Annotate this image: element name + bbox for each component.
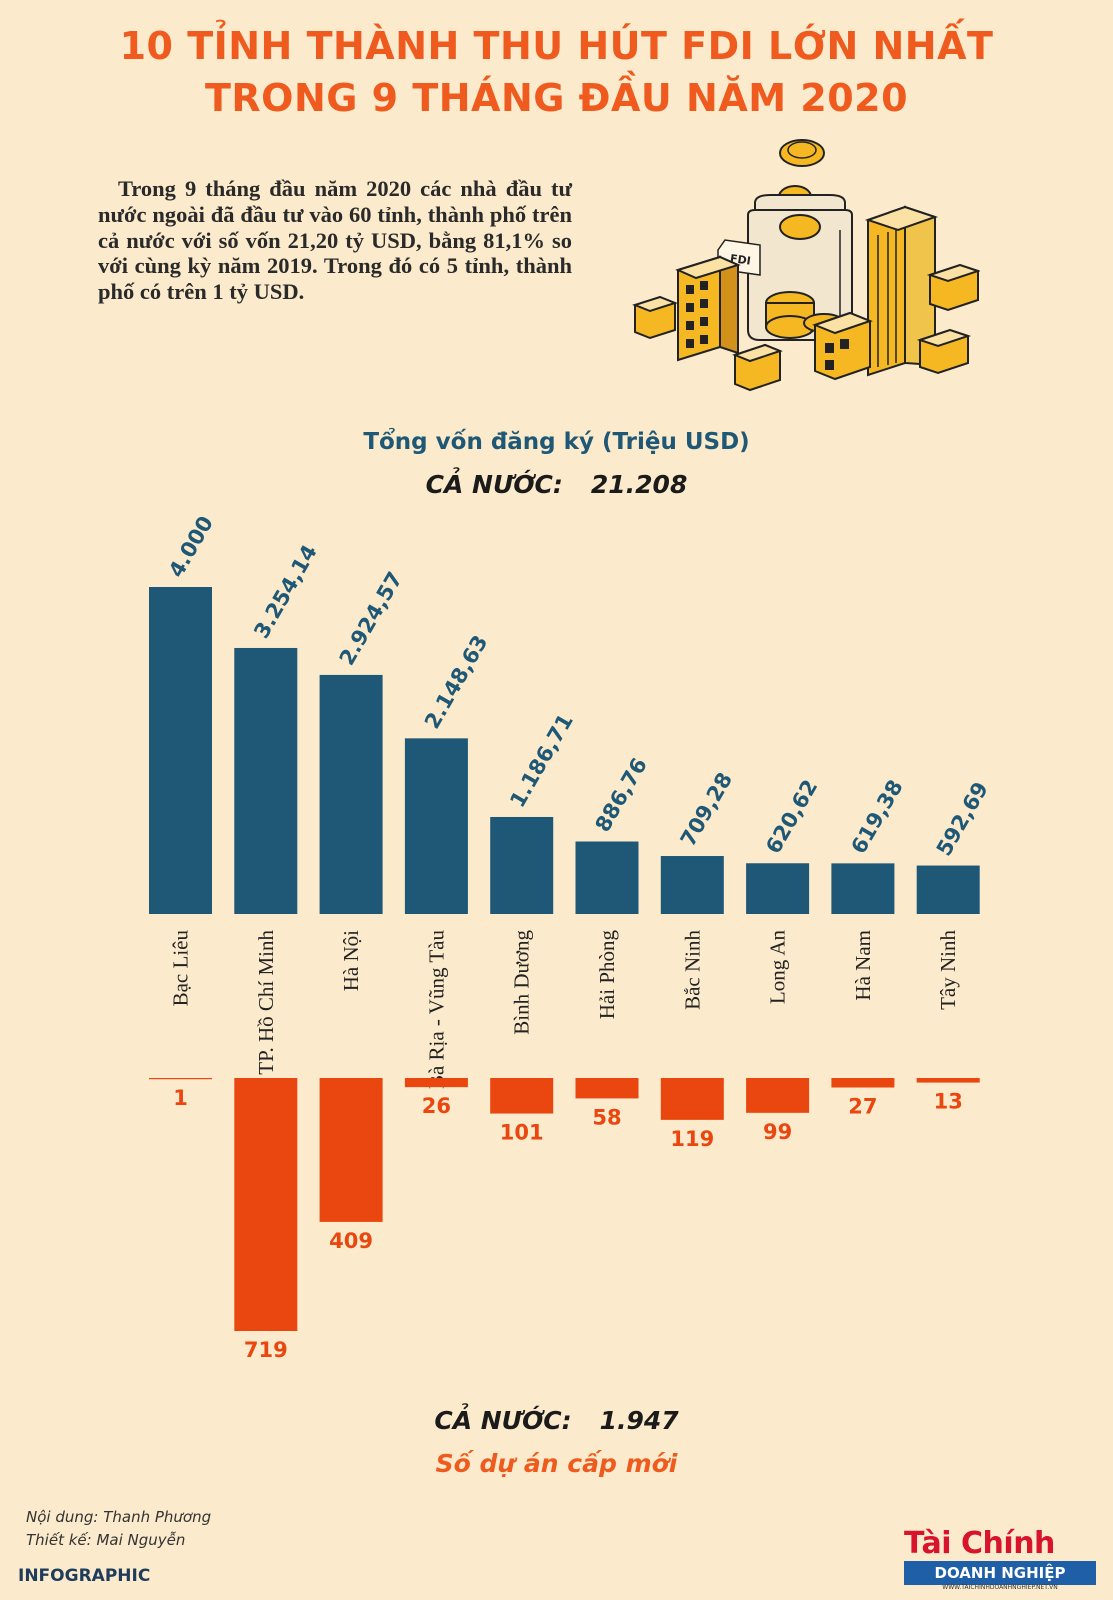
total-capital: CẢ NƯỚC: 21.208 xyxy=(0,470,1113,499)
publisher-logo: Tài Chính DOANH NGHIỆP WWW.TAICHINHDOANH… xyxy=(896,1526,1101,1594)
category-label: Long An xyxy=(766,930,790,1005)
capital-value-label: 592,69 xyxy=(932,778,993,860)
projects-bar xyxy=(831,1078,895,1088)
projects-bar xyxy=(916,1078,980,1083)
title-line-1: 10 TỈNH THÀNH THU HÚT FDI LỚN NHẤT xyxy=(119,24,994,68)
capital-value-label: 886,76 xyxy=(591,754,652,836)
capital-value-label: 4.000 xyxy=(164,512,218,582)
category-label: Bắc Ninh xyxy=(680,930,704,1010)
total-projects-label: CẢ NƯỚC: xyxy=(434,1406,572,1435)
title-line-2: TRONG 9 THÁNG ĐẦU NĂM 2020 xyxy=(204,76,909,120)
projects-bar xyxy=(319,1078,383,1222)
fdi-illustration: FDI xyxy=(632,139,980,392)
total-capital-value: 21.208 xyxy=(590,470,688,499)
logo-top-text: Tài Chính xyxy=(904,1526,1055,1561)
projects-bar xyxy=(660,1078,724,1120)
projects-bar xyxy=(404,1078,468,1088)
projects-bar xyxy=(575,1078,639,1099)
capital-bar xyxy=(660,856,724,914)
capital-value-label: 3.254,14 xyxy=(249,541,322,643)
capital-bar xyxy=(746,863,810,914)
projects-value-label: 26 xyxy=(422,1094,451,1118)
projects-value-label: 99 xyxy=(763,1120,792,1144)
category-label: Bà Rịa - Vũng Tàu xyxy=(424,930,448,1090)
category-label: Hà Nam xyxy=(851,930,875,1001)
capital-bar xyxy=(319,674,383,914)
projects-series-label: Số dự án cấp mới xyxy=(435,1449,678,1478)
chart-title: Tổng vốn đăng ký (Triệu USD) xyxy=(363,429,750,455)
projects-value-label: 719 xyxy=(244,1338,288,1362)
capital-bar xyxy=(234,647,298,914)
projects-bar xyxy=(149,1078,212,1080)
buildings-icon xyxy=(632,205,980,392)
category-label: Bình Dương xyxy=(510,930,534,1035)
content-credit: Nội dung: Thanh Phương xyxy=(26,1508,212,1526)
projects-value-label: 58 xyxy=(592,1105,621,1129)
projects-bar xyxy=(746,1078,810,1113)
category-label: Hà Nội xyxy=(339,930,363,991)
design-credit: Thiết kế: Mai Nguyễn xyxy=(26,1531,186,1549)
credits: Nội dung: Thanh Phương Thiết kế: Mai Ngu… xyxy=(26,1506,211,1552)
capital-bar xyxy=(831,863,895,914)
projects-value-label: 13 xyxy=(934,1090,963,1114)
capital-value-label: 619,38 xyxy=(846,776,907,858)
projects-value-label: 119 xyxy=(670,1127,714,1151)
projects-value-label: 27 xyxy=(848,1095,877,1119)
capital-value-label: 2.924,57 xyxy=(335,568,408,670)
capital-value-label: 620,62 xyxy=(761,776,822,858)
logo-bottom-text: DOANH NGHIỆP xyxy=(904,1561,1096,1585)
capital-value-label: 1.186,71 xyxy=(505,710,578,812)
capital-bar xyxy=(916,865,980,914)
projects-bar xyxy=(490,1078,554,1114)
fdi-chart: 4.000 Bạc Liêu 1 3.254,14 TP. Hồ Chí Minh 719… xyxy=(149,512,993,1362)
capital-bar xyxy=(149,587,212,914)
capital-bar xyxy=(404,738,468,914)
projects-bar xyxy=(234,1078,298,1331)
projects-value-label: 101 xyxy=(500,1121,544,1145)
total-capital-label: CẢ NƯỚC: xyxy=(425,470,563,499)
infographic-tag: INFOGRAPHIC xyxy=(18,1566,151,1586)
projects-value-label: 1 xyxy=(173,1086,188,1110)
capital-bar xyxy=(575,841,639,914)
category-label: Bạc Liêu xyxy=(169,930,193,1007)
capital-value-label: 2.148,63 xyxy=(420,631,493,733)
capital-value-label: 709,28 xyxy=(676,768,737,850)
category-label: TP. Hồ Chí Minh xyxy=(254,930,278,1075)
projects-value-label: 409 xyxy=(329,1229,373,1253)
logo-url: WWW.TAICHINHDOANHNGHIEP.NET.VN xyxy=(942,1584,1058,1591)
capital-bar xyxy=(490,816,554,914)
intro-paragraph: Trong 9 tháng đầu năm 2020 các nhà đầu t… xyxy=(98,176,572,305)
total-projects-value: 1.947 xyxy=(599,1406,679,1435)
total-projects: CẢ NƯỚC: 1.947 xyxy=(0,1406,1113,1435)
category-label: Tây Ninh xyxy=(936,930,960,1010)
category-label: Hải Phòng xyxy=(595,930,619,1020)
